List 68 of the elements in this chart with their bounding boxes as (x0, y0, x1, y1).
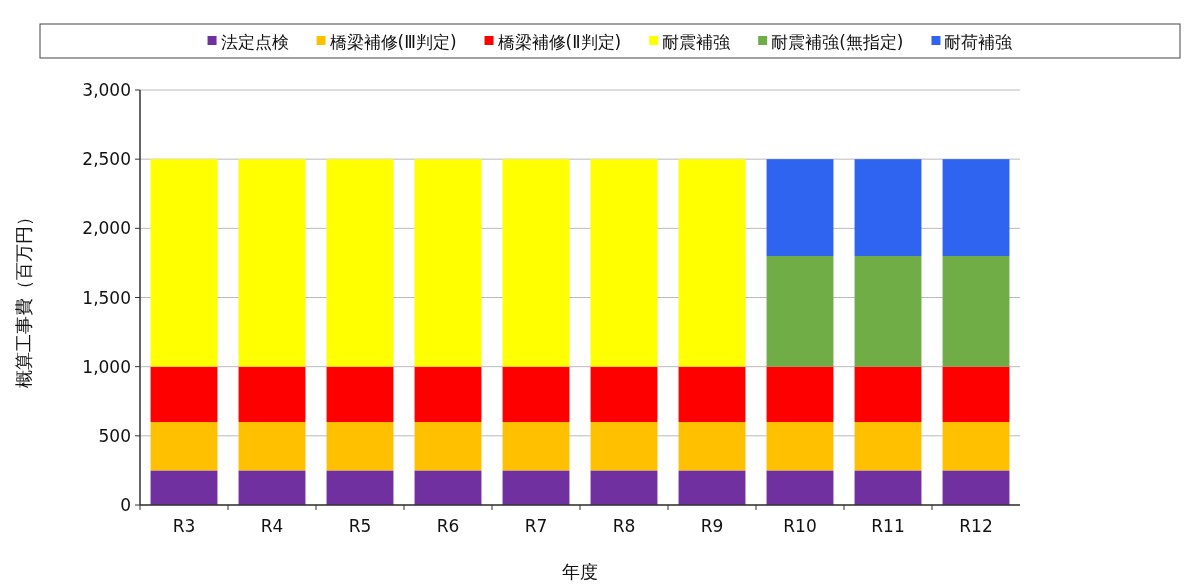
bar (942, 470, 1010, 505)
y-tick-label: 2,500 (82, 149, 131, 170)
bar (590, 470, 658, 505)
bar (238, 470, 306, 505)
bar (326, 470, 394, 505)
legend-label: 法定点検 (220, 32, 289, 52)
y-tick-label: 1,000 (82, 356, 131, 377)
x-tick-label: R12 (959, 516, 993, 536)
bar (238, 159, 306, 367)
bar (942, 256, 1010, 367)
bar (502, 159, 570, 367)
bar (854, 470, 922, 505)
bar (942, 422, 1010, 471)
x-tick-label: R10 (783, 516, 817, 536)
bar (150, 366, 218, 422)
bar (766, 159, 834, 256)
y-tick-label: 3,000 (82, 80, 131, 100)
x-tick-label: R11 (871, 516, 905, 536)
bar (678, 366, 746, 422)
bar (590, 159, 658, 367)
x-tick-label: R8 (612, 516, 636, 536)
bar (326, 422, 394, 471)
bar (414, 422, 482, 471)
bar (502, 422, 570, 471)
bar (326, 159, 394, 367)
x-tick-label: R3 (172, 516, 196, 536)
bar (326, 366, 394, 422)
bar (238, 366, 306, 422)
bar (414, 470, 482, 505)
bar (854, 366, 922, 422)
bar (678, 422, 746, 471)
y-tick-label: 500 (98, 425, 131, 446)
y-tick-label: 2,000 (82, 218, 131, 239)
bar (150, 159, 218, 367)
bar (854, 159, 922, 256)
y-axis-title: 概算工事費（百万円） (13, 207, 34, 388)
bar (766, 256, 834, 367)
bar (766, 422, 834, 471)
legend-label: 橋梁補修(Ⅱ判定) (497, 32, 622, 52)
bar (414, 366, 482, 422)
bar (854, 256, 922, 367)
bar (590, 366, 658, 422)
legend-label: 耐震補強(無指定) (771, 32, 904, 52)
x-tick-label: R5 (348, 516, 372, 536)
legend-label: 耐荷補強 (944, 32, 1013, 52)
x-tick-label: R6 (436, 516, 460, 536)
bar (590, 422, 658, 471)
legend-label: 橋梁補修(Ⅲ判定) (329, 32, 457, 52)
bar (942, 159, 1010, 256)
bar (502, 470, 570, 505)
bar (678, 159, 746, 367)
bar (150, 422, 218, 471)
bar (854, 422, 922, 471)
bar (414, 159, 482, 367)
bar (150, 470, 218, 505)
bar (238, 422, 306, 471)
bar (942, 366, 1010, 422)
x-tick-label: R7 (524, 516, 548, 536)
bar (678, 470, 746, 505)
x-axis-title: 年度 (562, 561, 598, 582)
legend-label: 耐震補強 (662, 32, 731, 52)
bar (502, 366, 570, 422)
y-tick-label: 0 (120, 495, 131, 515)
x-tick-label: R9 (700, 516, 724, 536)
bar (766, 366, 834, 422)
x-tick-label: R4 (260, 516, 284, 536)
bar (766, 470, 834, 505)
y-tick-label: 1,500 (82, 287, 131, 308)
